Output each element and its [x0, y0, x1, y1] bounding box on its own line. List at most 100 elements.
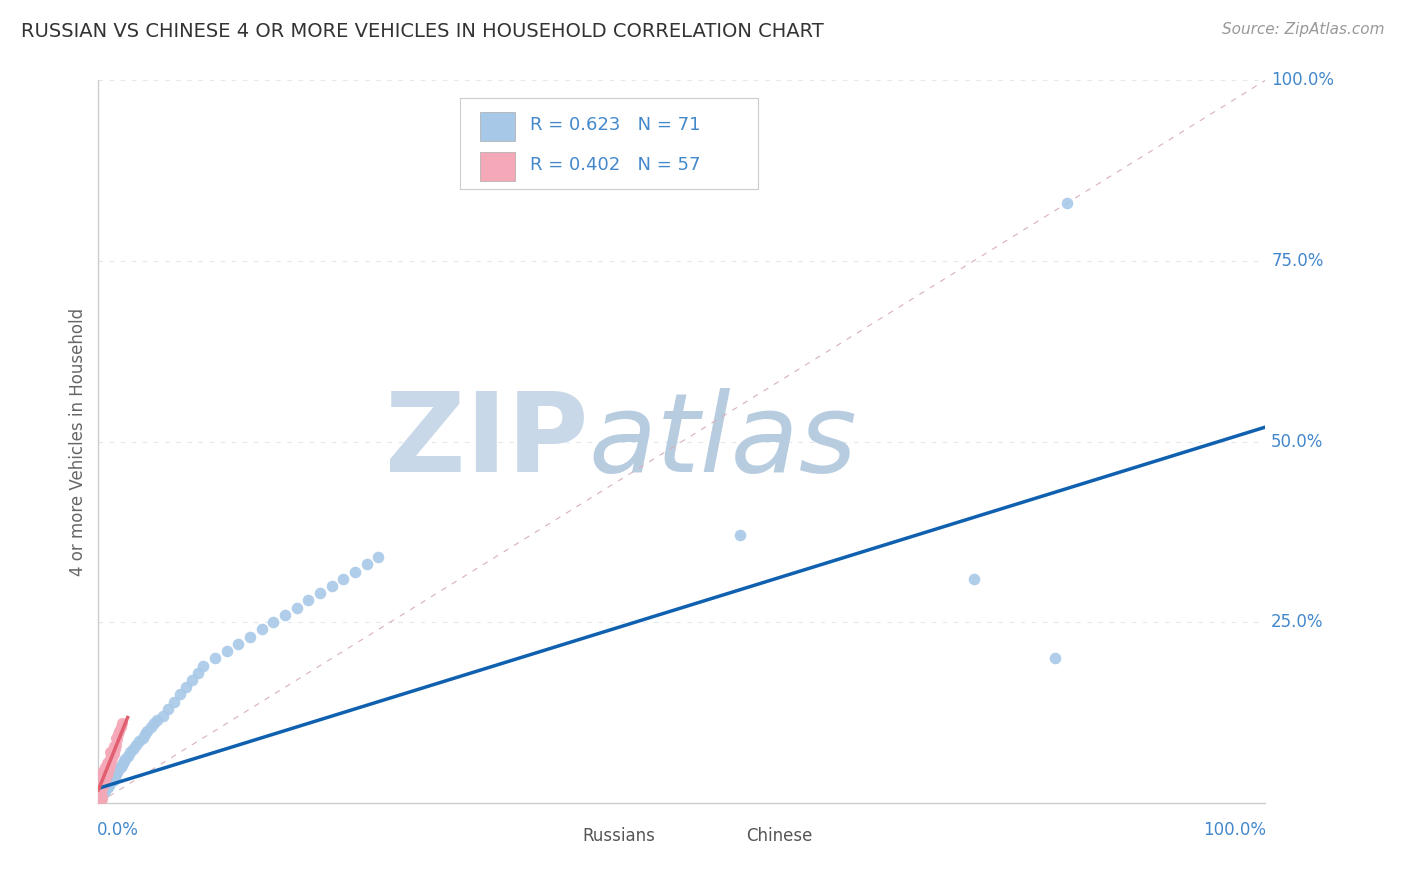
Point [90, 774, 112, 789]
Point [90, 775, 112, 789]
Text: 50.0%: 50.0% [1271, 433, 1323, 450]
Point [93, 771, 115, 785]
Point [90, 782, 112, 797]
Point [91, 787, 114, 801]
Point [97, 775, 120, 789]
Point [100, 754, 122, 768]
Point [104, 731, 127, 745]
Point [104, 741, 127, 756]
Point [187, 665, 209, 680]
Point [111, 756, 134, 770]
Point [89, 780, 111, 794]
Point [110, 720, 132, 734]
Point [91, 778, 114, 792]
Text: RUSSIAN VS CHINESE 4 OR MORE VEHICLES IN HOUSEHOLD CORRELATION CHART: RUSSIAN VS CHINESE 4 OR MORE VEHICLES IN… [21, 22, 824, 41]
FancyBboxPatch shape [479, 112, 515, 141]
Point [90, 790, 112, 805]
Point [962, 572, 984, 586]
Point [90, 790, 112, 805]
Point [90, 781, 112, 796]
Point [89, 789, 111, 803]
Point [104, 771, 127, 785]
Point [98, 752, 121, 766]
Point [107, 764, 129, 778]
Point [89, 775, 111, 789]
Point [94, 782, 117, 797]
Point [193, 658, 215, 673]
Point [132, 731, 155, 745]
Point [128, 734, 150, 748]
Y-axis label: 4 or more Vehicles in Household: 4 or more Vehicles in Household [69, 308, 87, 575]
FancyBboxPatch shape [460, 98, 758, 189]
Point [101, 751, 124, 765]
Point [163, 695, 186, 709]
Point [108, 723, 131, 738]
Point [90, 792, 112, 806]
Point [112, 754, 135, 768]
Point [321, 579, 343, 593]
Point [89, 790, 111, 805]
Point [90, 771, 112, 785]
Point [97, 761, 120, 775]
Point [344, 565, 367, 579]
Point [125, 738, 148, 752]
Point [94, 772, 117, 787]
Text: Source: ZipAtlas.com: Source: ZipAtlas.com [1222, 22, 1385, 37]
Point [332, 572, 354, 586]
Point [93, 781, 115, 796]
Text: atlas: atlas [589, 388, 858, 495]
Point [228, 637, 250, 651]
Text: R = 0.402   N = 57: R = 0.402 N = 57 [530, 156, 700, 174]
Point [103, 768, 125, 782]
Point [87, 792, 110, 806]
Point [174, 680, 197, 694]
Point [93, 785, 115, 799]
Text: 100.0%: 100.0% [1204, 821, 1267, 838]
Point [98, 772, 121, 787]
Point [104, 738, 127, 752]
Point [1056, 196, 1078, 211]
Point [94, 780, 117, 794]
FancyBboxPatch shape [541, 822, 575, 850]
Point [89, 771, 111, 785]
Point [1045, 651, 1067, 665]
Point [103, 739, 125, 754]
Point [94, 760, 117, 774]
Point [215, 644, 238, 658]
Point [356, 558, 378, 572]
Point [100, 774, 122, 789]
Point [105, 732, 128, 747]
Point [87, 785, 110, 799]
Point [94, 767, 117, 781]
Point [104, 767, 127, 781]
Point [103, 747, 125, 761]
Point [103, 772, 125, 787]
Text: 75.0%: 75.0% [1271, 252, 1323, 270]
Point [262, 615, 284, 630]
Point [97, 765, 120, 780]
Point [93, 764, 115, 778]
Point [90, 792, 112, 806]
Point [90, 790, 112, 805]
Point [96, 768, 118, 782]
Point [152, 709, 174, 723]
Point [90, 787, 112, 801]
Point [367, 550, 389, 565]
Point [114, 752, 136, 766]
Point [111, 758, 134, 772]
Point [169, 687, 191, 701]
Point [118, 745, 141, 759]
Point [97, 780, 120, 794]
Point [91, 767, 114, 781]
Text: Russians: Russians [582, 827, 655, 845]
Point [250, 623, 273, 637]
Point [98, 745, 121, 759]
Point [97, 758, 120, 772]
FancyBboxPatch shape [479, 153, 515, 181]
Point [285, 600, 308, 615]
Text: 100.0%: 100.0% [1271, 71, 1334, 89]
Point [87, 790, 110, 805]
Point [98, 758, 121, 772]
Point [101, 744, 124, 758]
Point [100, 747, 122, 761]
